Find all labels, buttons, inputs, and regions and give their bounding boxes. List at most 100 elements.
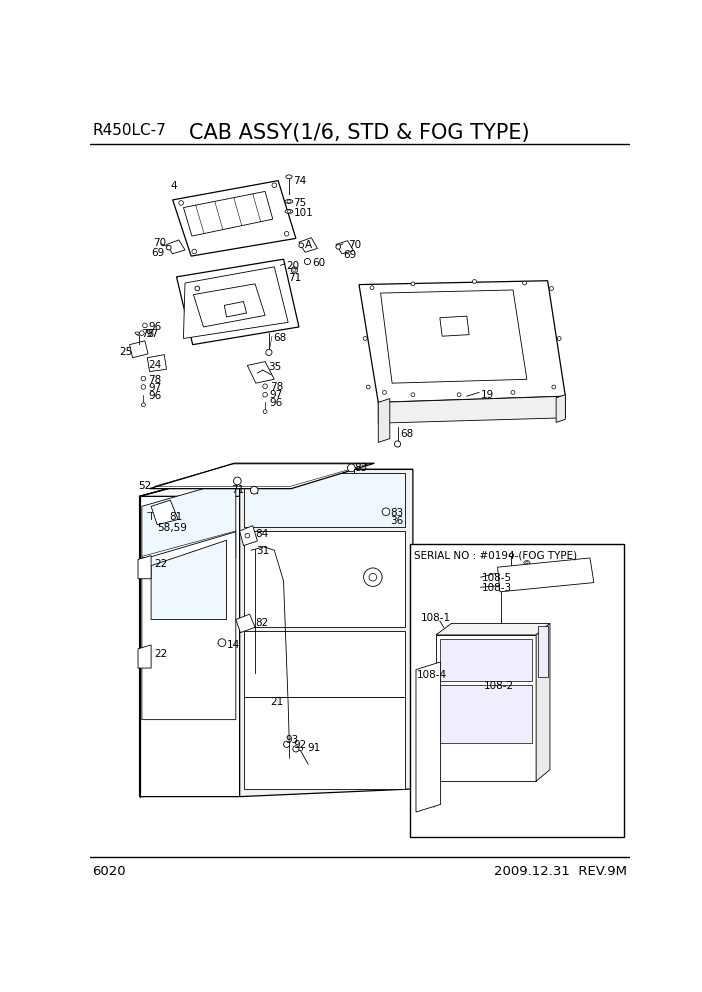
- Circle shape: [363, 336, 367, 340]
- Ellipse shape: [251, 486, 258, 494]
- Polygon shape: [436, 623, 550, 635]
- Text: 35: 35: [268, 362, 282, 372]
- Ellipse shape: [524, 560, 530, 564]
- Text: 68: 68: [401, 429, 414, 438]
- Text: 68: 68: [273, 333, 286, 343]
- Polygon shape: [176, 259, 299, 344]
- Text: 14: 14: [227, 640, 240, 650]
- Text: 20: 20: [286, 262, 299, 272]
- Text: 70: 70: [348, 240, 362, 250]
- Text: 97: 97: [270, 390, 283, 400]
- Circle shape: [272, 183, 277, 187]
- Circle shape: [369, 573, 377, 581]
- Circle shape: [550, 287, 553, 291]
- Text: 92: 92: [293, 740, 307, 750]
- Circle shape: [284, 231, 289, 236]
- Text: 108-1: 108-1: [420, 613, 451, 623]
- Circle shape: [293, 746, 299, 752]
- Ellipse shape: [286, 175, 292, 179]
- Circle shape: [141, 385, 146, 389]
- Circle shape: [195, 286, 199, 291]
- Text: 69: 69: [343, 250, 357, 260]
- Polygon shape: [140, 469, 239, 797]
- Polygon shape: [147, 355, 166, 372]
- Polygon shape: [440, 639, 532, 682]
- Circle shape: [287, 210, 291, 213]
- Text: 96: 96: [148, 391, 161, 401]
- Circle shape: [347, 464, 355, 472]
- Polygon shape: [536, 623, 550, 782]
- Polygon shape: [440, 316, 469, 336]
- Polygon shape: [183, 267, 288, 338]
- Polygon shape: [151, 500, 178, 525]
- Polygon shape: [142, 479, 236, 558]
- Polygon shape: [194, 284, 265, 327]
- Text: 24: 24: [148, 360, 161, 370]
- Text: 81: 81: [168, 512, 182, 522]
- Circle shape: [234, 477, 241, 485]
- Circle shape: [411, 282, 415, 286]
- Text: R450LC-7: R450LC-7: [93, 123, 166, 138]
- Circle shape: [370, 286, 374, 290]
- Circle shape: [143, 323, 147, 327]
- Text: 78: 78: [141, 329, 154, 339]
- Polygon shape: [538, 626, 548, 678]
- Text: 75: 75: [293, 198, 307, 208]
- Text: 6020: 6020: [93, 865, 126, 878]
- Polygon shape: [239, 469, 413, 797]
- Polygon shape: [224, 302, 246, 316]
- Polygon shape: [130, 341, 148, 358]
- Text: 91: 91: [307, 743, 321, 753]
- Polygon shape: [244, 696, 405, 789]
- Text: 78: 78: [270, 382, 283, 392]
- Text: 108-2: 108-2: [484, 682, 514, 691]
- Text: SERIAL NO : #0194-(FOG TYPE): SERIAL NO : #0194-(FOG TYPE): [414, 551, 578, 560]
- Circle shape: [141, 376, 146, 381]
- Text: 83: 83: [390, 508, 403, 518]
- Polygon shape: [244, 473, 405, 527]
- Text: A: A: [251, 486, 258, 496]
- Polygon shape: [138, 556, 151, 578]
- Text: 108-4: 108-4: [417, 671, 447, 681]
- Polygon shape: [244, 631, 405, 696]
- Text: 2009.12.31  REV.9M: 2009.12.31 REV.9M: [494, 865, 627, 878]
- Polygon shape: [359, 281, 565, 403]
- Text: A: A: [305, 240, 312, 250]
- Text: 58,59: 58,59: [157, 523, 187, 533]
- Circle shape: [336, 245, 340, 249]
- Polygon shape: [138, 645, 151, 668]
- Text: 22: 22: [154, 559, 168, 569]
- Polygon shape: [380, 290, 527, 383]
- Circle shape: [140, 330, 144, 335]
- Circle shape: [263, 384, 267, 389]
- Text: 96: 96: [270, 398, 283, 408]
- Text: 97: 97: [146, 329, 159, 339]
- Circle shape: [552, 385, 556, 389]
- Text: 101: 101: [293, 208, 313, 218]
- Bar: [410, 544, 624, 836]
- Polygon shape: [236, 614, 255, 633]
- Circle shape: [305, 258, 310, 265]
- Circle shape: [522, 281, 526, 285]
- Text: CAB ASSY(1/6, STD & FOG TYPE): CAB ASSY(1/6, STD & FOG TYPE): [190, 123, 530, 143]
- Polygon shape: [173, 181, 296, 256]
- Circle shape: [364, 568, 382, 586]
- Ellipse shape: [509, 554, 514, 557]
- Polygon shape: [436, 635, 536, 782]
- Text: 82: 82: [255, 618, 268, 628]
- Circle shape: [472, 280, 477, 284]
- Text: 74: 74: [293, 176, 307, 186]
- Text: 52: 52: [138, 481, 151, 491]
- Text: 108-3: 108-3: [482, 583, 512, 593]
- Circle shape: [218, 639, 226, 647]
- Polygon shape: [140, 469, 413, 496]
- Ellipse shape: [136, 332, 141, 335]
- Circle shape: [526, 561, 528, 563]
- Text: 71: 71: [231, 485, 244, 495]
- Circle shape: [411, 393, 415, 397]
- Circle shape: [287, 200, 291, 203]
- Text: 60: 60: [312, 258, 325, 269]
- Polygon shape: [336, 241, 354, 254]
- Polygon shape: [247, 362, 274, 383]
- Ellipse shape: [135, 332, 140, 334]
